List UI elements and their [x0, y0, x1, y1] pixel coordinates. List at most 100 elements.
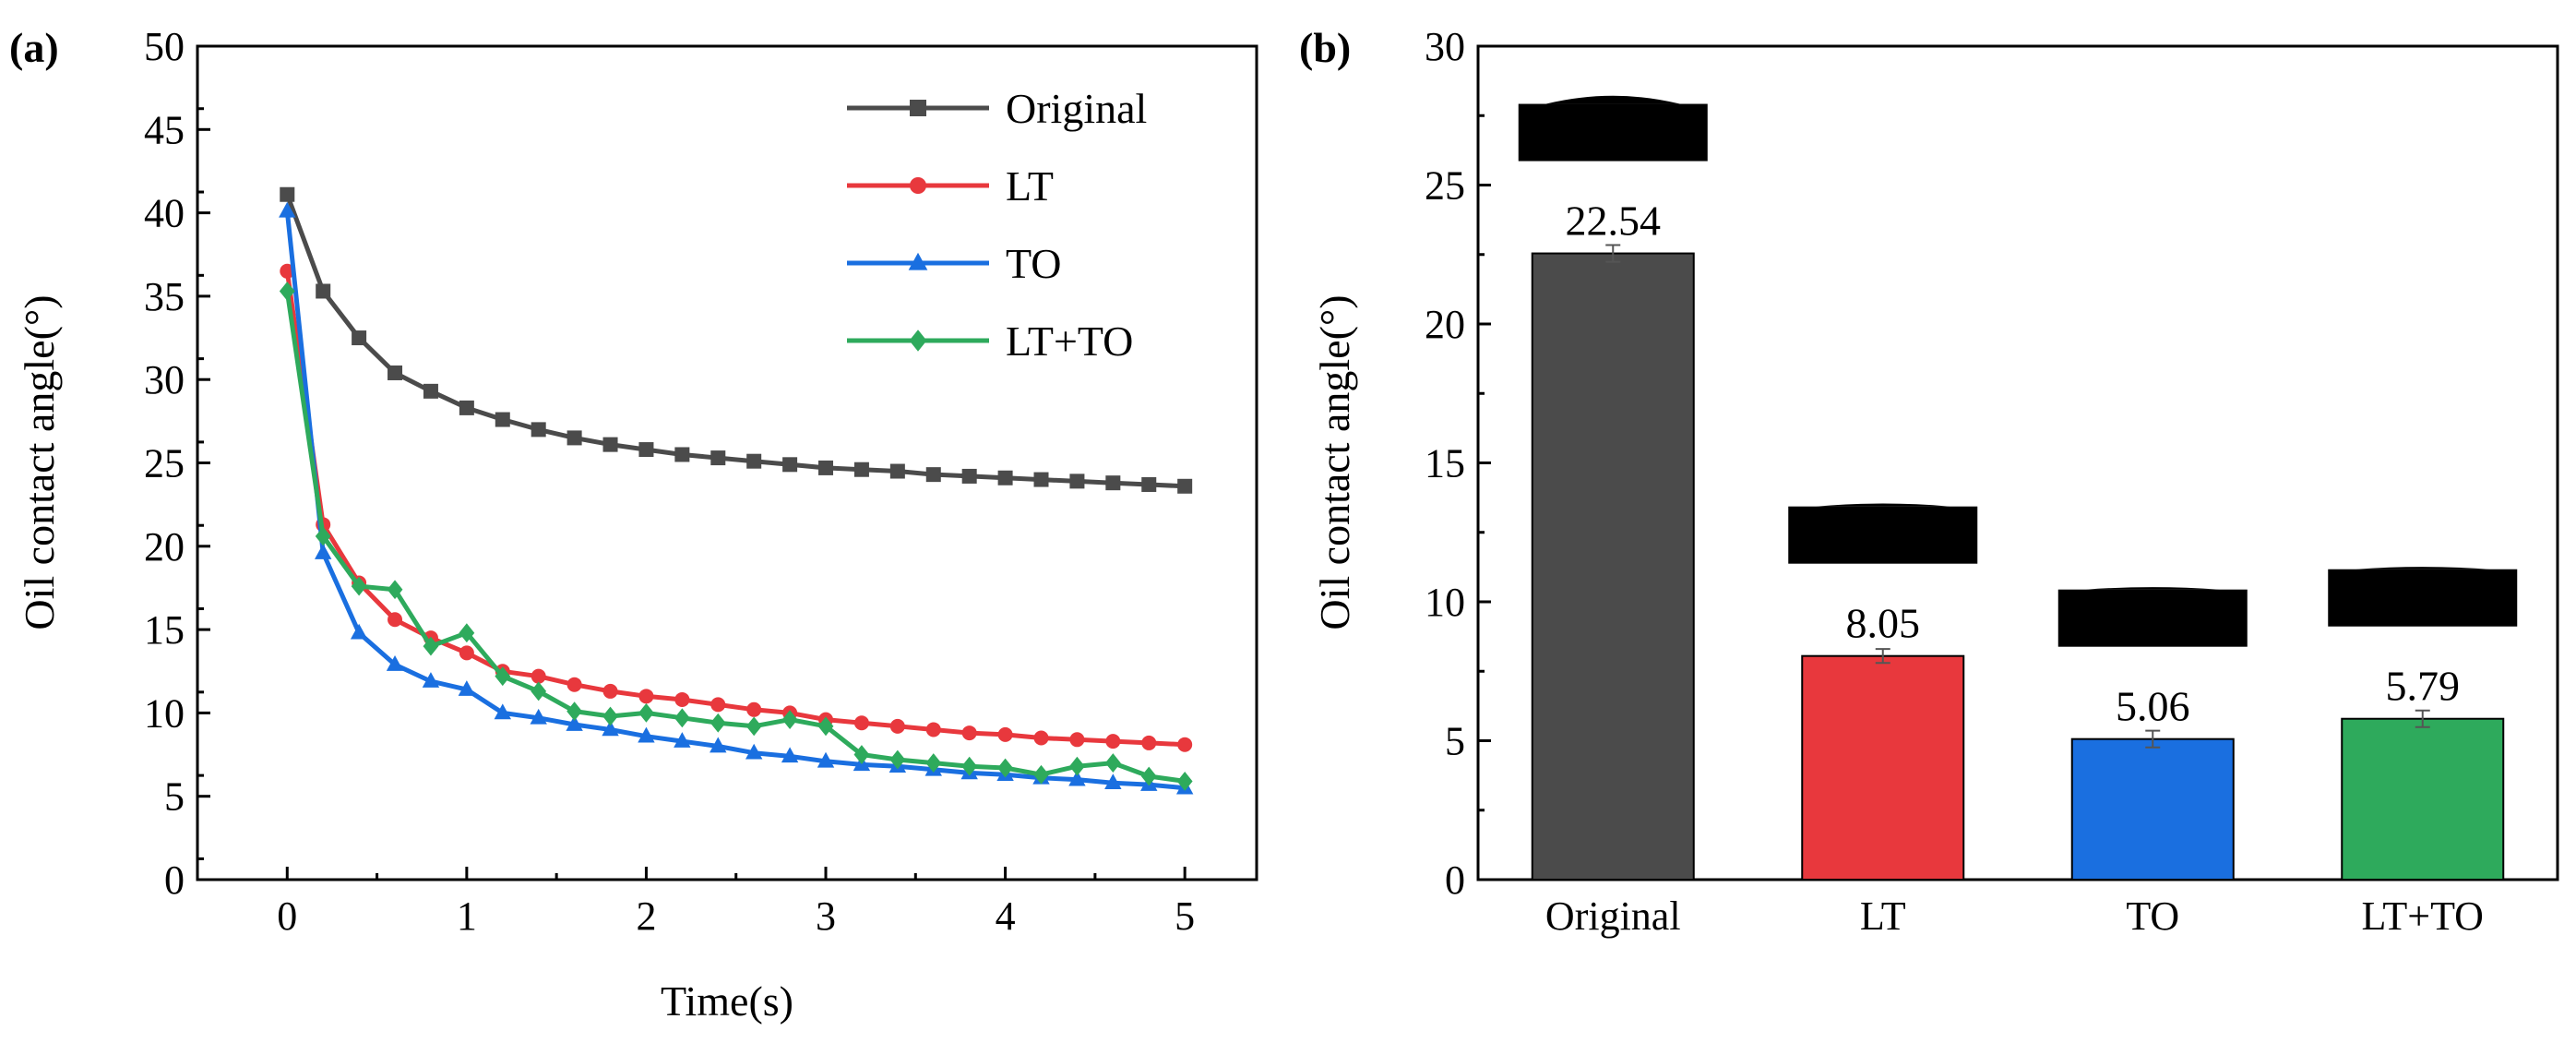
value-label: 5.06: [2116, 683, 2190, 730]
panel-a-label: (a): [9, 24, 59, 71]
data-point: [388, 612, 403, 628]
y-axis-a: 0 5 10 15 20 25 30 35 40 45 50: [144, 24, 210, 903]
data-point: [674, 447, 690, 462]
data-point: [674, 691, 690, 707]
data-point: [925, 722, 941, 737]
data-point: [638, 442, 654, 458]
x-tick-label-a: 4: [996, 893, 1016, 939]
data-point: [602, 437, 618, 452]
y-tick-label-a: 35: [144, 274, 185, 319]
data-point: [1068, 770, 1086, 786]
data-point: [280, 186, 295, 202]
data-point: [1069, 732, 1085, 748]
data-point: [530, 708, 547, 725]
droplet-dome: [2085, 587, 2220, 590]
y-tick-label-a: 10: [144, 690, 185, 736]
x-tick-label-a: 0: [277, 893, 297, 939]
data-point: [817, 716, 834, 737]
y-tick-label-a: 15: [144, 607, 185, 653]
data-point: [423, 636, 439, 656]
data-point: [531, 668, 546, 684]
bar: [2070, 737, 2235, 881]
x-tick-label-b: Original: [1545, 893, 1681, 939]
data-point: [997, 758, 1013, 778]
legend-label: Original: [1006, 85, 1147, 132]
bar: [2341, 717, 2505, 881]
y-axis-title-b: Oil contact angle(°): [1311, 294, 1358, 629]
bar: [1801, 654, 1965, 881]
data-point: [423, 383, 438, 399]
bar-group-lt: 8.05 LT: [1788, 503, 1978, 939]
data-point: [710, 713, 726, 733]
data-point: [1069, 474, 1085, 489]
y-axis-b: 0 5 10 15 20 25 30: [1425, 24, 1491, 903]
droplet-dome: [1545, 95, 1680, 104]
bar: [1531, 252, 1695, 881]
data-point: [710, 450, 726, 466]
value-label: 22.54: [1566, 198, 1662, 245]
droplet-image: [2328, 569, 2518, 627]
data-point: [1033, 764, 1049, 785]
data-point: [566, 677, 582, 692]
legend-marker: [910, 177, 926, 194]
data-point: [781, 747, 799, 763]
y-tick-label-b: 0: [1445, 857, 1465, 903]
data-point: [422, 672, 440, 688]
data-point: [1104, 753, 1121, 773]
value-label: 8.05: [1846, 600, 1921, 647]
data-point: [566, 715, 583, 731]
data-point: [495, 412, 510, 427]
data-point: [997, 470, 1013, 486]
y-axis-title-a: Oil contact angle(°): [16, 294, 63, 629]
y-tick-label-a: 5: [164, 774, 185, 820]
data-point: [674, 708, 690, 728]
data-point: [315, 526, 331, 546]
data-point: [853, 745, 870, 764]
data-point: [745, 743, 763, 760]
value-label: 5.79: [2386, 663, 2461, 710]
y-tick-label-a: 45: [144, 107, 185, 152]
data-point: [782, 457, 798, 473]
y-tick-label-a: 40: [144, 191, 185, 236]
x-tick-label-b: TO: [2126, 893, 2179, 939]
data-point: [602, 683, 618, 699]
bar-group-to: 5.06 TO: [2057, 587, 2248, 939]
series-original: [280, 186, 1193, 494]
x-tick-label-a: 2: [636, 893, 656, 939]
panel-b-label: (b): [1299, 24, 1351, 71]
data-point: [781, 710, 798, 730]
y-tick-label-b: 20: [1425, 302, 1465, 347]
data-point: [494, 703, 511, 720]
y-tick-label-b: 15: [1425, 441, 1465, 486]
data-point: [388, 365, 403, 380]
data-point: [638, 726, 655, 743]
x-tick-label-a: 5: [1175, 893, 1195, 939]
data-point: [279, 201, 296, 218]
data-point: [997, 726, 1013, 742]
plot-frame-a: [196, 44, 1258, 881]
data-point: [316, 283, 331, 299]
data-point: [925, 753, 942, 773]
data-point: [1033, 730, 1049, 746]
data-point: [889, 718, 905, 734]
data-point: [459, 400, 474, 415]
data-point: [566, 701, 583, 721]
data-point: [961, 756, 978, 776]
x-axis-a: 0 1 2 3 4 5: [196, 867, 1195, 939]
legend-a: Original LT TO LT+TO: [847, 85, 1147, 365]
data-point: [853, 462, 869, 477]
y-tick-label-b: 25: [1425, 163, 1465, 209]
data-point: [853, 715, 869, 731]
x-tick-label-b: LT: [1860, 893, 1906, 939]
data-point: [817, 751, 835, 768]
data-point: [889, 463, 905, 479]
droplet-dome: [1816, 503, 1950, 507]
series-group-a: [279, 186, 1194, 795]
droplet-image: [1518, 103, 1708, 162]
data-point: [495, 666, 511, 687]
bar-chart-panel-b: (b) 0 5 10 15 20 25 30 22.54 Original 8.05 LT 5.06…: [1299, 24, 2559, 939]
y-tick-label-b: 30: [1425, 24, 1465, 69]
data-point: [458, 680, 476, 696]
